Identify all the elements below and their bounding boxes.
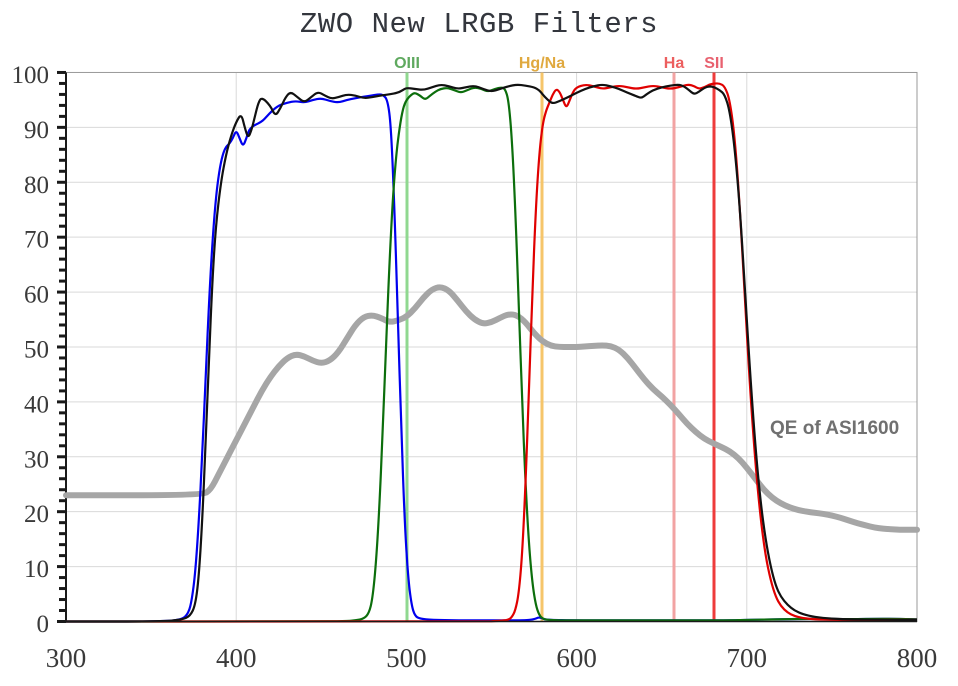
svg-text:0: 0 — [37, 611, 50, 638]
svg-text:80: 80 — [24, 172, 49, 199]
svg-text:100: 100 — [12, 62, 50, 89]
svg-text:600: 600 — [556, 643, 597, 673]
svg-text:300: 300 — [46, 643, 87, 673]
svg-text:90: 90 — [24, 117, 49, 144]
svg-text:700: 700 — [727, 643, 768, 673]
svg-text:QE of ASI1600: QE of ASI1600 — [770, 418, 899, 439]
svg-text:Ha: Ha — [664, 55, 685, 72]
svg-text:800: 800 — [897, 643, 938, 673]
svg-text:OIII: OIII — [394, 55, 420, 72]
svg-text:10: 10 — [24, 556, 49, 583]
svg-text:30: 30 — [24, 446, 49, 473]
svg-text:20: 20 — [24, 501, 49, 528]
svg-text:400: 400 — [216, 643, 257, 673]
svg-text:50: 50 — [24, 336, 49, 363]
svg-text:500: 500 — [386, 643, 427, 673]
svg-text:Hg/Na: Hg/Na — [519, 55, 565, 72]
svg-text:70: 70 — [24, 227, 49, 254]
svg-text:40: 40 — [24, 391, 49, 418]
svg-text:60: 60 — [24, 282, 49, 309]
svg-text:SII: SII — [704, 55, 724, 72]
